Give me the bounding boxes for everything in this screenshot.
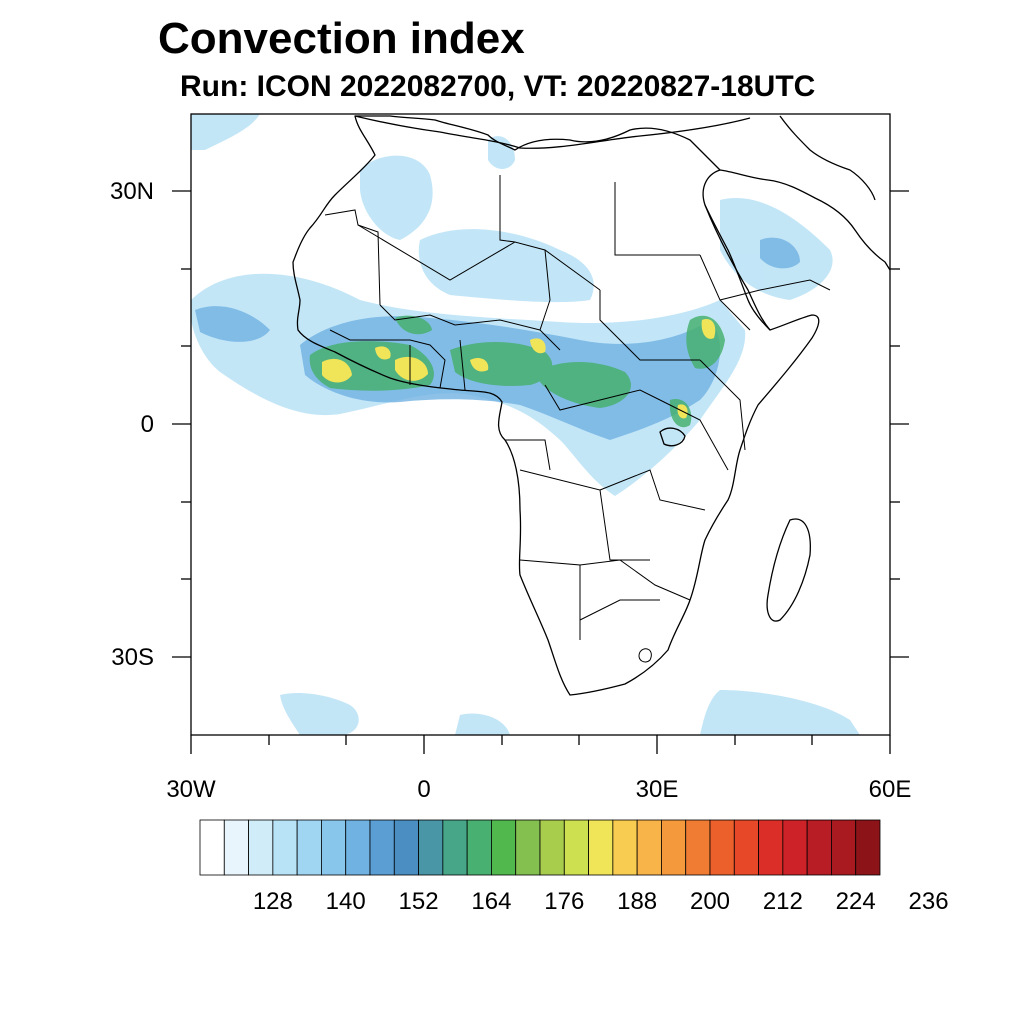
colorbar-swatch (709, 819, 735, 876)
colorbar-swatch (539, 819, 565, 876)
chart-title: Convection index (158, 14, 525, 63)
colorbar-label: 212 (762, 888, 803, 915)
colorbar-label: 224 (835, 888, 876, 915)
colorbar-swatch (831, 819, 857, 876)
country-borders (324, 175, 831, 663)
field-cameroon-green (540, 361, 631, 408)
colorbar-swatch (758, 819, 784, 876)
colorbar-swatch (782, 819, 808, 876)
colorbar-label: 188 (617, 888, 658, 915)
colorbar-label: 236 (908, 888, 949, 915)
map-frame (190, 113, 891, 736)
colorbar-label: 200 (689, 888, 731, 915)
africa-coastline (292, 115, 820, 696)
field-liberia-peak (322, 358, 352, 383)
colorbar-swatch (733, 819, 759, 876)
colorbar-label: 164 (471, 888, 512, 915)
field-sahara-central (418, 229, 594, 303)
colorbar-swatch (369, 819, 395, 876)
field-light (191, 114, 860, 735)
colorbar-swatch (296, 819, 322, 876)
colorbar-swatch (418, 819, 444, 876)
field-yellow (322, 319, 716, 419)
colorbar-swatch (661, 819, 687, 876)
field-arabia-mid (760, 237, 800, 269)
colorbar-swatch (491, 819, 517, 876)
field-green (309, 315, 725, 428)
colorbar-swatch (515, 819, 541, 876)
field-north-atlantic (191, 114, 260, 150)
red-sea-coast (704, 204, 771, 331)
field-south-atlantic (280, 693, 359, 735)
colorbar-swatch (636, 819, 662, 876)
colorbar-label: 128 (252, 888, 293, 915)
colorbar-swatch (393, 819, 419, 876)
lat-label-0: 0 (140, 411, 154, 438)
field-sahara-north (360, 155, 433, 240)
field-south-ocean-mid (455, 713, 510, 735)
colorbar-swatch (223, 819, 249, 876)
colorbar-swatch (199, 819, 225, 876)
colorbar-swatch (248, 819, 274, 876)
lake-victoria (659, 427, 686, 447)
convection-field (191, 114, 860, 735)
colorbar-swatch (588, 819, 614, 876)
colorbar-swatch (345, 819, 371, 876)
colorbar-label: 152 (398, 888, 439, 915)
field-ethiopia-peak (701, 319, 716, 339)
field-guinea-green (395, 315, 432, 335)
coastlines (292, 115, 890, 696)
axis-ticks (172, 190, 909, 754)
colorbar-swatch (563, 819, 589, 876)
arabia-coastline (719, 115, 890, 271)
colorbar-swatch (855, 819, 881, 876)
lon-label-30e: 30E (635, 776, 679, 803)
mediterranean-coast (354, 115, 751, 149)
colorbar (199, 819, 881, 876)
colorbar-label: 140 (325, 888, 366, 915)
colorbar-swatch (612, 819, 638, 876)
field-atlantic-mid (195, 306, 270, 342)
field-nigeria-green (450, 341, 553, 386)
lon-label-30w: 30W (166, 776, 216, 803)
field-chad-peak (530, 338, 546, 354)
lon-label-60e: 60E (868, 776, 912, 803)
field-burkina-peak (375, 346, 391, 360)
colorbar-swatch (685, 819, 711, 876)
lat-label-30s: 30S (111, 644, 154, 671)
colorbar-swatch (806, 819, 832, 876)
madagascar-coastline (766, 518, 811, 622)
field-south-ocean (700, 690, 860, 735)
colorbar-swatch (466, 819, 492, 876)
chart-subtitle: Run: ICON 2022082700, VT: 20220827-18UTC (180, 70, 816, 103)
colorbar-swatch (321, 819, 347, 876)
colorbar-swatch (272, 819, 298, 876)
colorbar-swatch (442, 819, 468, 876)
colorbar-label: 176 (544, 888, 585, 915)
field-ghana-peak (395, 356, 428, 381)
lon-label-0: 0 (417, 776, 431, 803)
field-nigeria-peak (470, 358, 489, 372)
field-ethiopia-green (686, 315, 725, 369)
lat-label-30n: 30N (109, 178, 154, 205)
